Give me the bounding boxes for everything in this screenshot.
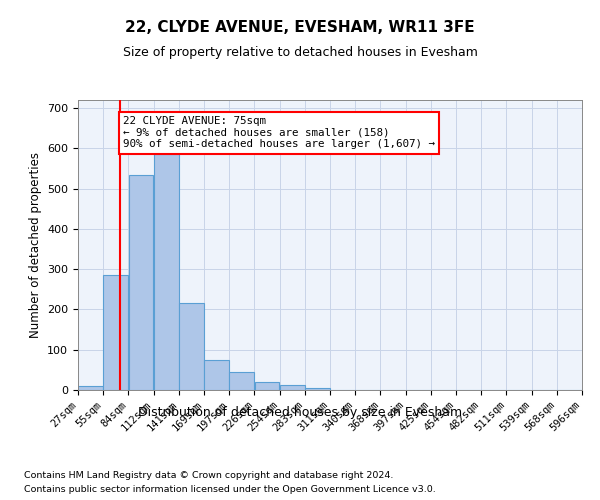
Text: 22 CLYDE AVENUE: 75sqm
← 9% of detached houses are smaller (158)
90% of semi-det: 22 CLYDE AVENUE: 75sqm ← 9% of detached …	[123, 116, 435, 150]
Bar	[154, 154, 179, 390]
Text: Contains HM Land Registry data © Crown copyright and database right 2024.: Contains HM Land Registry data © Crown c…	[24, 472, 394, 480]
Bar	[78, 386, 103, 390]
Bar	[305, 388, 330, 390]
Bar	[204, 360, 229, 390]
Bar	[254, 382, 280, 390]
Text: Size of property relative to detached houses in Evesham: Size of property relative to detached ho…	[122, 46, 478, 59]
Y-axis label: Number of detached properties: Number of detached properties	[29, 152, 41, 338]
Text: 22, CLYDE AVENUE, EVESHAM, WR11 3FE: 22, CLYDE AVENUE, EVESHAM, WR11 3FE	[125, 20, 475, 35]
Bar	[128, 174, 154, 390]
Bar	[229, 372, 254, 390]
Bar	[179, 304, 204, 390]
Text: Distribution of detached houses by size in Evesham: Distribution of detached houses by size …	[138, 406, 462, 419]
Text: Contains public sector information licensed under the Open Government Licence v3: Contains public sector information licen…	[24, 484, 436, 494]
Bar	[280, 385, 305, 390]
Bar	[103, 275, 128, 390]
